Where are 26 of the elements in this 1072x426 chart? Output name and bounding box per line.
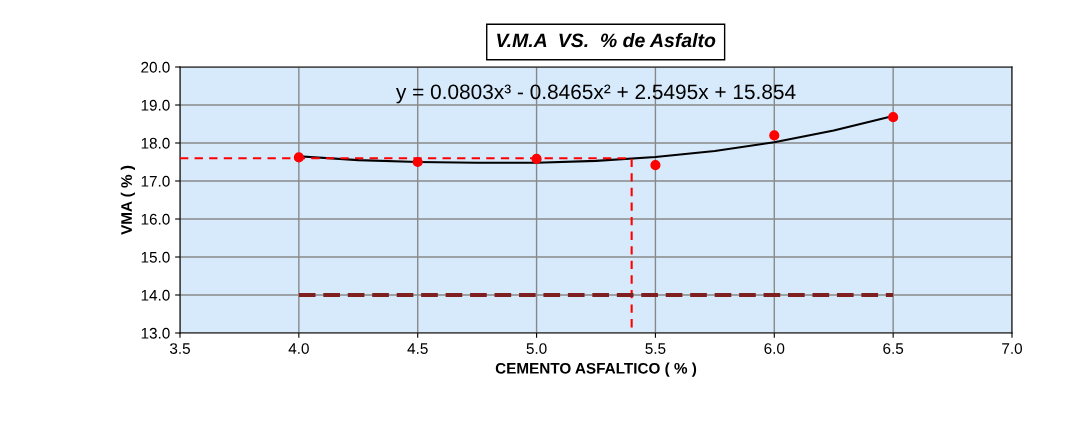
y-tick-label: 15.0 — [141, 251, 170, 263]
point — [888, 112, 899, 123]
point — [531, 153, 542, 165]
y-tick-label: 14.0 — [141, 289, 170, 301]
point — [650, 159, 661, 171]
x-tick-label: 4.5 — [407, 343, 428, 354]
x-tick-label: 3.5 — [169, 343, 190, 354]
y-tick-label: 16.0 — [141, 213, 170, 225]
x-tick-label: 6.0 — [764, 343, 785, 354]
point — [769, 130, 780, 141]
y-tick-label: 17.0 — [141, 175, 170, 187]
x-tick-label: 5.5 — [645, 343, 666, 354]
y-axis-title: VMA ( % ) — [120, 165, 135, 235]
y-tick-label: 18.0 — [141, 137, 170, 149]
x-tick-label: 4.0 — [288, 343, 309, 354]
chart-title: V.M.A VS. % de Asfalto — [497, 32, 716, 48]
x-tick-label: 7.0 — [1002, 343, 1023, 354]
point — [293, 152, 304, 163]
x-tick-label: 5.0 — [526, 343, 547, 354]
x-tick-label: 6.5 — [883, 343, 904, 354]
point — [412, 156, 423, 168]
x-axis-title: CEMENTO ASFALTICO ( % ) — [495, 362, 697, 377]
annotation: y = 0.0803x³ - 0.8465x² + 2.5495x + 15.854 — [395, 84, 796, 104]
y-tick-label: 13.0 — [141, 327, 170, 339]
y-tick-label: 19.0 — [141, 99, 170, 111]
y-tick-label: 20.0 — [141, 61, 170, 73]
